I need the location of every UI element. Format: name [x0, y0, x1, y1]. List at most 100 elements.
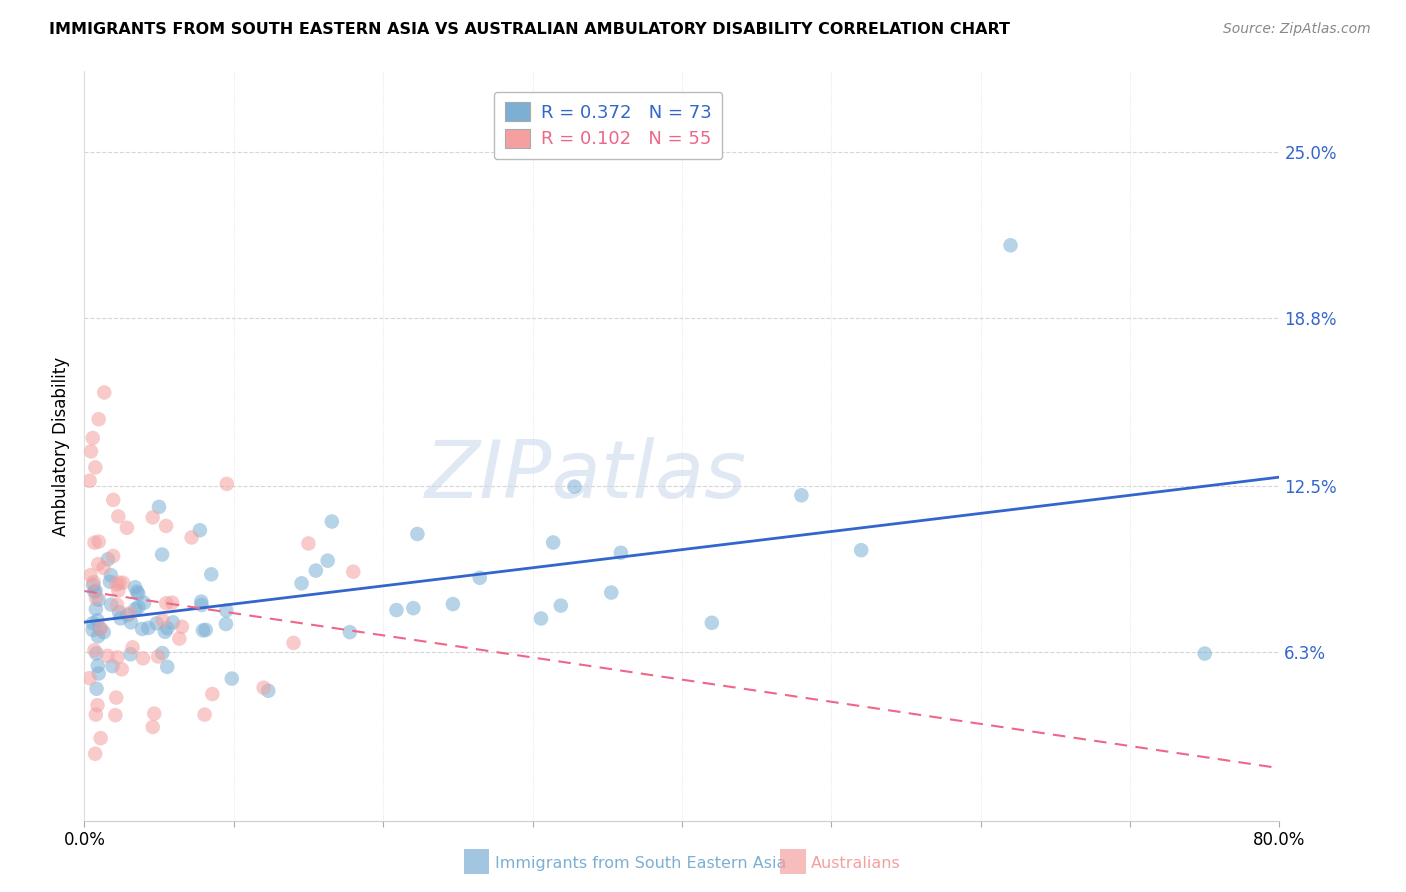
- Point: [108, 575, 131, 590]
- Point: [297, 536, 319, 550]
- Point: [152, 613, 174, 627]
- Point: [103, 492, 125, 507]
- Point: [1194, 647, 1216, 661]
- Point: [79, 474, 101, 488]
- Point: [82, 578, 104, 592]
- Point: [131, 622, 153, 636]
- Point: [120, 615, 142, 630]
- Point: [136, 621, 159, 635]
- Text: Australians: Australians: [811, 856, 901, 871]
- Point: [87, 629, 110, 643]
- Point: [124, 580, 146, 594]
- Point: [190, 594, 212, 608]
- Point: [93, 625, 115, 640]
- Point: [101, 549, 124, 563]
- Point: [342, 565, 364, 579]
- Point: [132, 596, 155, 610]
- Point: [93, 560, 115, 574]
- Point: [82, 431, 104, 445]
- Point: [84, 602, 107, 616]
- Point: [155, 596, 177, 610]
- Point: [132, 651, 155, 665]
- Point: [700, 615, 723, 630]
- Point: [104, 708, 127, 723]
- Point: [83, 575, 105, 590]
- Point: [201, 687, 224, 701]
- Legend: R = 0.372   N = 73, R = 0.102   N = 55: R = 0.372 N = 73, R = 0.102 N = 55: [494, 92, 723, 159]
- Text: Immigrants from South Eastern Asia: Immigrants from South Eastern Asia: [495, 856, 786, 871]
- Point: [110, 611, 132, 625]
- Point: [127, 587, 149, 601]
- Point: [82, 623, 104, 637]
- Point: [117, 608, 139, 623]
- Point: [191, 624, 214, 638]
- Point: [146, 649, 169, 664]
- Point: [468, 571, 491, 585]
- Point: [100, 568, 122, 582]
- Point: [115, 521, 138, 535]
- Text: IMMIGRANTS FROM SOUTH EASTERN ASIA VS AUSTRALIAN AMBULATORY DISABILITY CORRELATI: IMMIGRANTS FROM SOUTH EASTERN ASIA VS AU…: [49, 22, 1010, 37]
- Point: [162, 615, 184, 630]
- Point: [84, 591, 107, 606]
- Point: [1000, 238, 1022, 252]
- Point: [610, 546, 633, 560]
- Point: [111, 575, 134, 590]
- Point: [125, 584, 148, 599]
- Point: [215, 617, 238, 632]
- Point: [142, 720, 165, 734]
- Point: [188, 523, 211, 537]
- Point: [80, 444, 103, 458]
- Point: [155, 519, 177, 533]
- Point: [101, 659, 124, 673]
- Point: [124, 602, 146, 616]
- Point: [105, 598, 128, 612]
- Point: [107, 509, 129, 524]
- Point: [107, 583, 129, 598]
- Point: [86, 647, 108, 661]
- Point: [86, 698, 108, 713]
- Point: [143, 706, 166, 721]
- Text: Source: ZipAtlas.com: Source: ZipAtlas.com: [1223, 22, 1371, 37]
- Point: [156, 660, 179, 674]
- Point: [160, 596, 183, 610]
- Point: [541, 535, 564, 549]
- Point: [402, 601, 425, 615]
- Point: [86, 613, 108, 627]
- Point: [169, 632, 191, 646]
- Point: [156, 621, 179, 635]
- Point: [87, 666, 110, 681]
- Point: [87, 557, 110, 571]
- Point: [550, 599, 572, 613]
- Point: [153, 624, 176, 639]
- Point: [96, 648, 118, 663]
- Point: [83, 584, 105, 599]
- Point: [84, 583, 107, 598]
- Point: [84, 747, 107, 761]
- Point: [790, 488, 813, 502]
- Point: [83, 643, 105, 657]
- Point: [90, 731, 112, 746]
- Point: [127, 600, 149, 615]
- Point: [190, 598, 212, 612]
- Point: [97, 552, 120, 566]
- Point: [321, 515, 343, 529]
- Point: [385, 603, 408, 617]
- Point: [339, 625, 361, 640]
- Point: [86, 681, 108, 696]
- Point: [84, 460, 107, 475]
- Point: [93, 385, 115, 400]
- Point: [441, 597, 464, 611]
- Point: [100, 598, 122, 612]
- Point: [305, 564, 328, 578]
- Point: [89, 622, 111, 636]
- Point: [150, 646, 173, 660]
- Point: [145, 616, 167, 631]
- Point: [82, 616, 104, 631]
- Point: [87, 658, 110, 673]
- Point: [564, 480, 586, 494]
- Point: [121, 640, 143, 655]
- Point: [79, 568, 101, 582]
- Point: [87, 592, 110, 607]
- Point: [90, 622, 112, 636]
- Point: [221, 672, 243, 686]
